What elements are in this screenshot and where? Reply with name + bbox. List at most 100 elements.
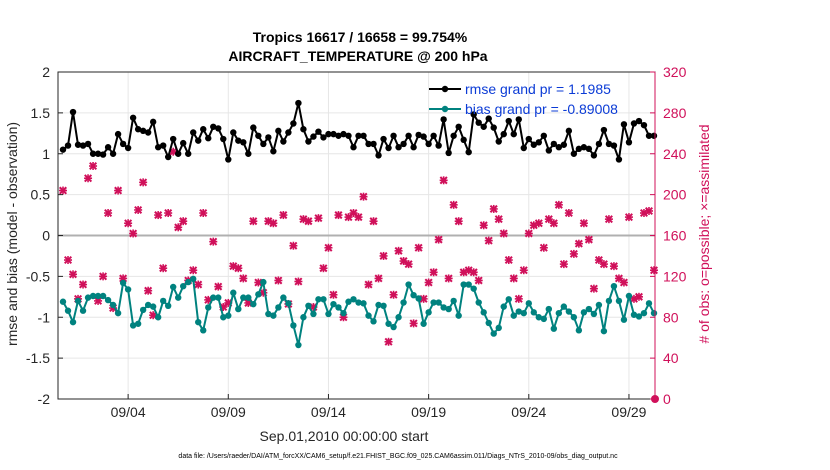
bias-point	[114, 309, 122, 317]
rmse-point	[375, 152, 382, 159]
bias-point	[104, 296, 112, 304]
obs-assimilated-point	[174, 223, 183, 232]
bias-point	[79, 307, 87, 314]
rmse-point	[450, 132, 457, 139]
obs-assimilated-point	[179, 217, 188, 226]
rmse-point	[545, 147, 553, 154]
rmse-point	[200, 126, 207, 133]
rmse-point	[605, 140, 613, 148]
rmse-point	[350, 144, 357, 151]
rmse-point	[355, 132, 362, 139]
bias-point	[260, 278, 267, 286]
obs-assimilated-point	[579, 219, 588, 228]
obs-assimilated-point	[214, 282, 223, 291]
rmse-point	[230, 129, 237, 136]
y-right-tick-label: 160	[663, 228, 687, 244]
rmse-point	[109, 150, 117, 157]
rmse-point	[235, 137, 242, 144]
bias-point	[470, 285, 477, 292]
rmse-point	[169, 135, 177, 143]
bias-point	[310, 310, 317, 318]
obs-assimilated-point	[584, 235, 593, 244]
bias-point	[605, 297, 613, 305]
bias-point	[575, 327, 583, 334]
obs-assimilated-point	[404, 260, 413, 269]
rmse-point	[610, 142, 618, 149]
bias-point	[495, 324, 502, 332]
obs-assimilated-point	[84, 174, 93, 183]
obs-assimilated-point	[104, 209, 113, 218]
obs-assimilated-point	[189, 266, 198, 275]
y-tick-label: 1	[42, 146, 50, 162]
bias-point	[99, 292, 107, 300]
rmse-point	[395, 144, 402, 151]
rmse-point	[360, 132, 367, 139]
bias-point	[220, 314, 227, 321]
bias-point	[600, 327, 608, 335]
bias-point	[175, 294, 182, 301]
rmse-point	[64, 142, 72, 149]
rmse-point	[435, 142, 442, 149]
obs-assimilated-point	[369, 217, 378, 226]
rmse-point	[335, 132, 342, 139]
rmse-point	[205, 135, 212, 142]
bias-point	[565, 308, 573, 315]
rmse-point	[420, 133, 427, 140]
bias-point	[154, 314, 162, 321]
obs-assimilated-point	[624, 213, 633, 222]
bias-point	[74, 297, 82, 305]
obs-assimilated-point	[444, 274, 453, 283]
obs-assimilated-point	[314, 214, 323, 223]
obs-assimilated-point	[274, 276, 283, 285]
rmse-point	[650, 132, 658, 139]
bias-point	[455, 312, 462, 319]
rmse-point	[225, 156, 232, 163]
bias-point	[195, 318, 202, 326]
rmse-point	[640, 121, 648, 129]
bias-point	[435, 299, 442, 306]
rmse-point	[645, 132, 653, 139]
rmse-point	[385, 144, 392, 152]
obs-assimilated-point	[609, 262, 618, 271]
rmse-point	[250, 124, 257, 131]
x-axis-label: Sep.01,2010 00:00:00 start	[260, 428, 429, 444]
bias-point	[350, 296, 357, 303]
rmse-point	[285, 129, 292, 136]
rmse-point	[390, 132, 397, 139]
bias-point	[134, 320, 142, 327]
x-tick-label: 09/09	[211, 404, 246, 420]
legend-rmse-label: rmse grand pr = 1.1985	[465, 81, 611, 97]
obs-assimilated-point	[164, 209, 173, 218]
rmse-point	[325, 130, 332, 138]
obs-assimilated-point	[354, 213, 363, 222]
obs-assimilated-point	[414, 243, 423, 252]
rmse-point	[515, 116, 522, 123]
bias-point	[415, 295, 422, 302]
obs-assimilated-point	[554, 200, 563, 209]
bias-point	[159, 297, 167, 305]
obs-assimilated-point	[524, 229, 533, 238]
bias-point	[285, 300, 292, 307]
rmse-point	[220, 135, 227, 143]
bias-point	[530, 309, 537, 316]
obs-assimilated-point	[449, 200, 458, 209]
bias-series	[59, 275, 658, 349]
rmse-point	[620, 121, 628, 128]
bias-point	[235, 305, 242, 313]
rmse-point	[485, 115, 492, 122]
bias-point	[430, 299, 437, 306]
bias-point	[450, 297, 457, 305]
rmse-point	[124, 144, 132, 152]
rmse-point	[290, 120, 297, 127]
y-tick-label: -1	[38, 309, 51, 325]
y-axis-right-ticks: 0 40 80 120 160 200 240 280 320	[650, 64, 687, 407]
rmse-point	[345, 132, 352, 139]
legend: rmse grand pr = 1.1985 bias grand pr = -…	[429, 81, 618, 117]
rmse-point	[210, 123, 217, 130]
rmse-point	[74, 141, 82, 148]
obs-assimilated-point	[644, 206, 653, 215]
rmse-point	[154, 144, 162, 151]
rmse-point	[215, 125, 222, 132]
bias-point	[265, 310, 272, 318]
obs-assimilated-point	[494, 215, 503, 224]
